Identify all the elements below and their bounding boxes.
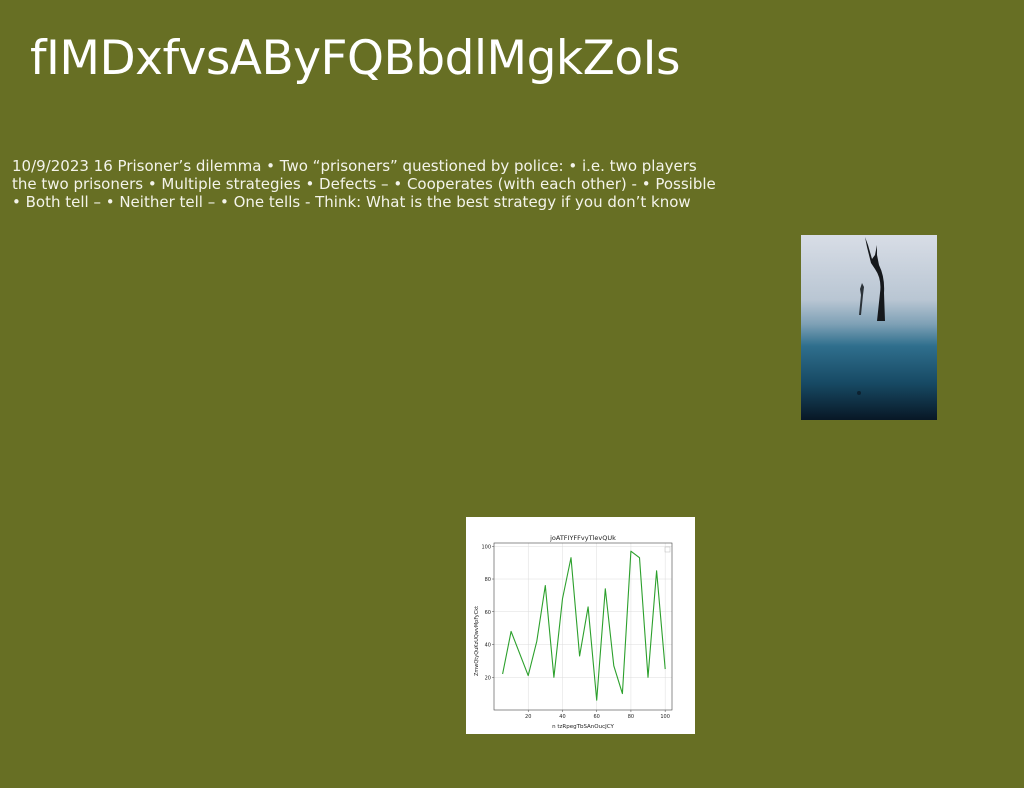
chart-tick-label-y: 40 xyxy=(485,643,491,649)
body-line: the two prisoners • Multiple strategies … xyxy=(12,175,716,193)
chart-legend-box xyxy=(664,546,671,553)
chart-x-label: n tzRpegTbSAnOucJCY xyxy=(552,724,614,730)
chart-tick-label-y: 80 xyxy=(485,577,491,583)
chart-tick-label-x: 20 xyxy=(525,714,531,720)
chart-tick-label-y: 60 xyxy=(485,610,491,616)
misty-tree-photo xyxy=(801,235,937,420)
photo-graphic xyxy=(801,235,937,420)
chart-series-line xyxy=(502,550,666,701)
chart-tick-label-x: 80 xyxy=(628,714,634,720)
chart-tick-label-y: 20 xyxy=(485,675,491,681)
chart-tick-label-x: 100 xyxy=(660,714,670,720)
chart-title: joATFIYFFvyTlevQUk xyxy=(549,534,616,542)
body-line: 10/9/2023 16 Prisoner’s dilemma • Two “p… xyxy=(12,157,697,175)
chart-tick-label-x: 40 xyxy=(559,714,565,720)
slide-title: fIMDxfvsAByFQBbdlMgkZoIs xyxy=(30,31,680,86)
chart-plot-frame xyxy=(493,542,673,711)
chart-y-label: ZmwQtyQuKzUQwvMpFyCkt xyxy=(474,606,480,676)
body-line: • Both tell – • Neither tell – • One tel… xyxy=(12,193,691,211)
chart-tick-label-x: 60 xyxy=(594,714,600,720)
chart-tick-label-y: 100 xyxy=(481,544,491,550)
slide-body-text: 10/9/2023 16 Prisoner’s dilemma • Two “p… xyxy=(12,157,716,211)
line-chart: joATFIYFFvyTlevQUk n tzRpegTbSAnOucJCY Z… xyxy=(466,517,695,734)
line-chart-svg: joATFIYFFvyTlevQUk n tzRpegTbSAnOucJCY Z… xyxy=(474,534,673,730)
